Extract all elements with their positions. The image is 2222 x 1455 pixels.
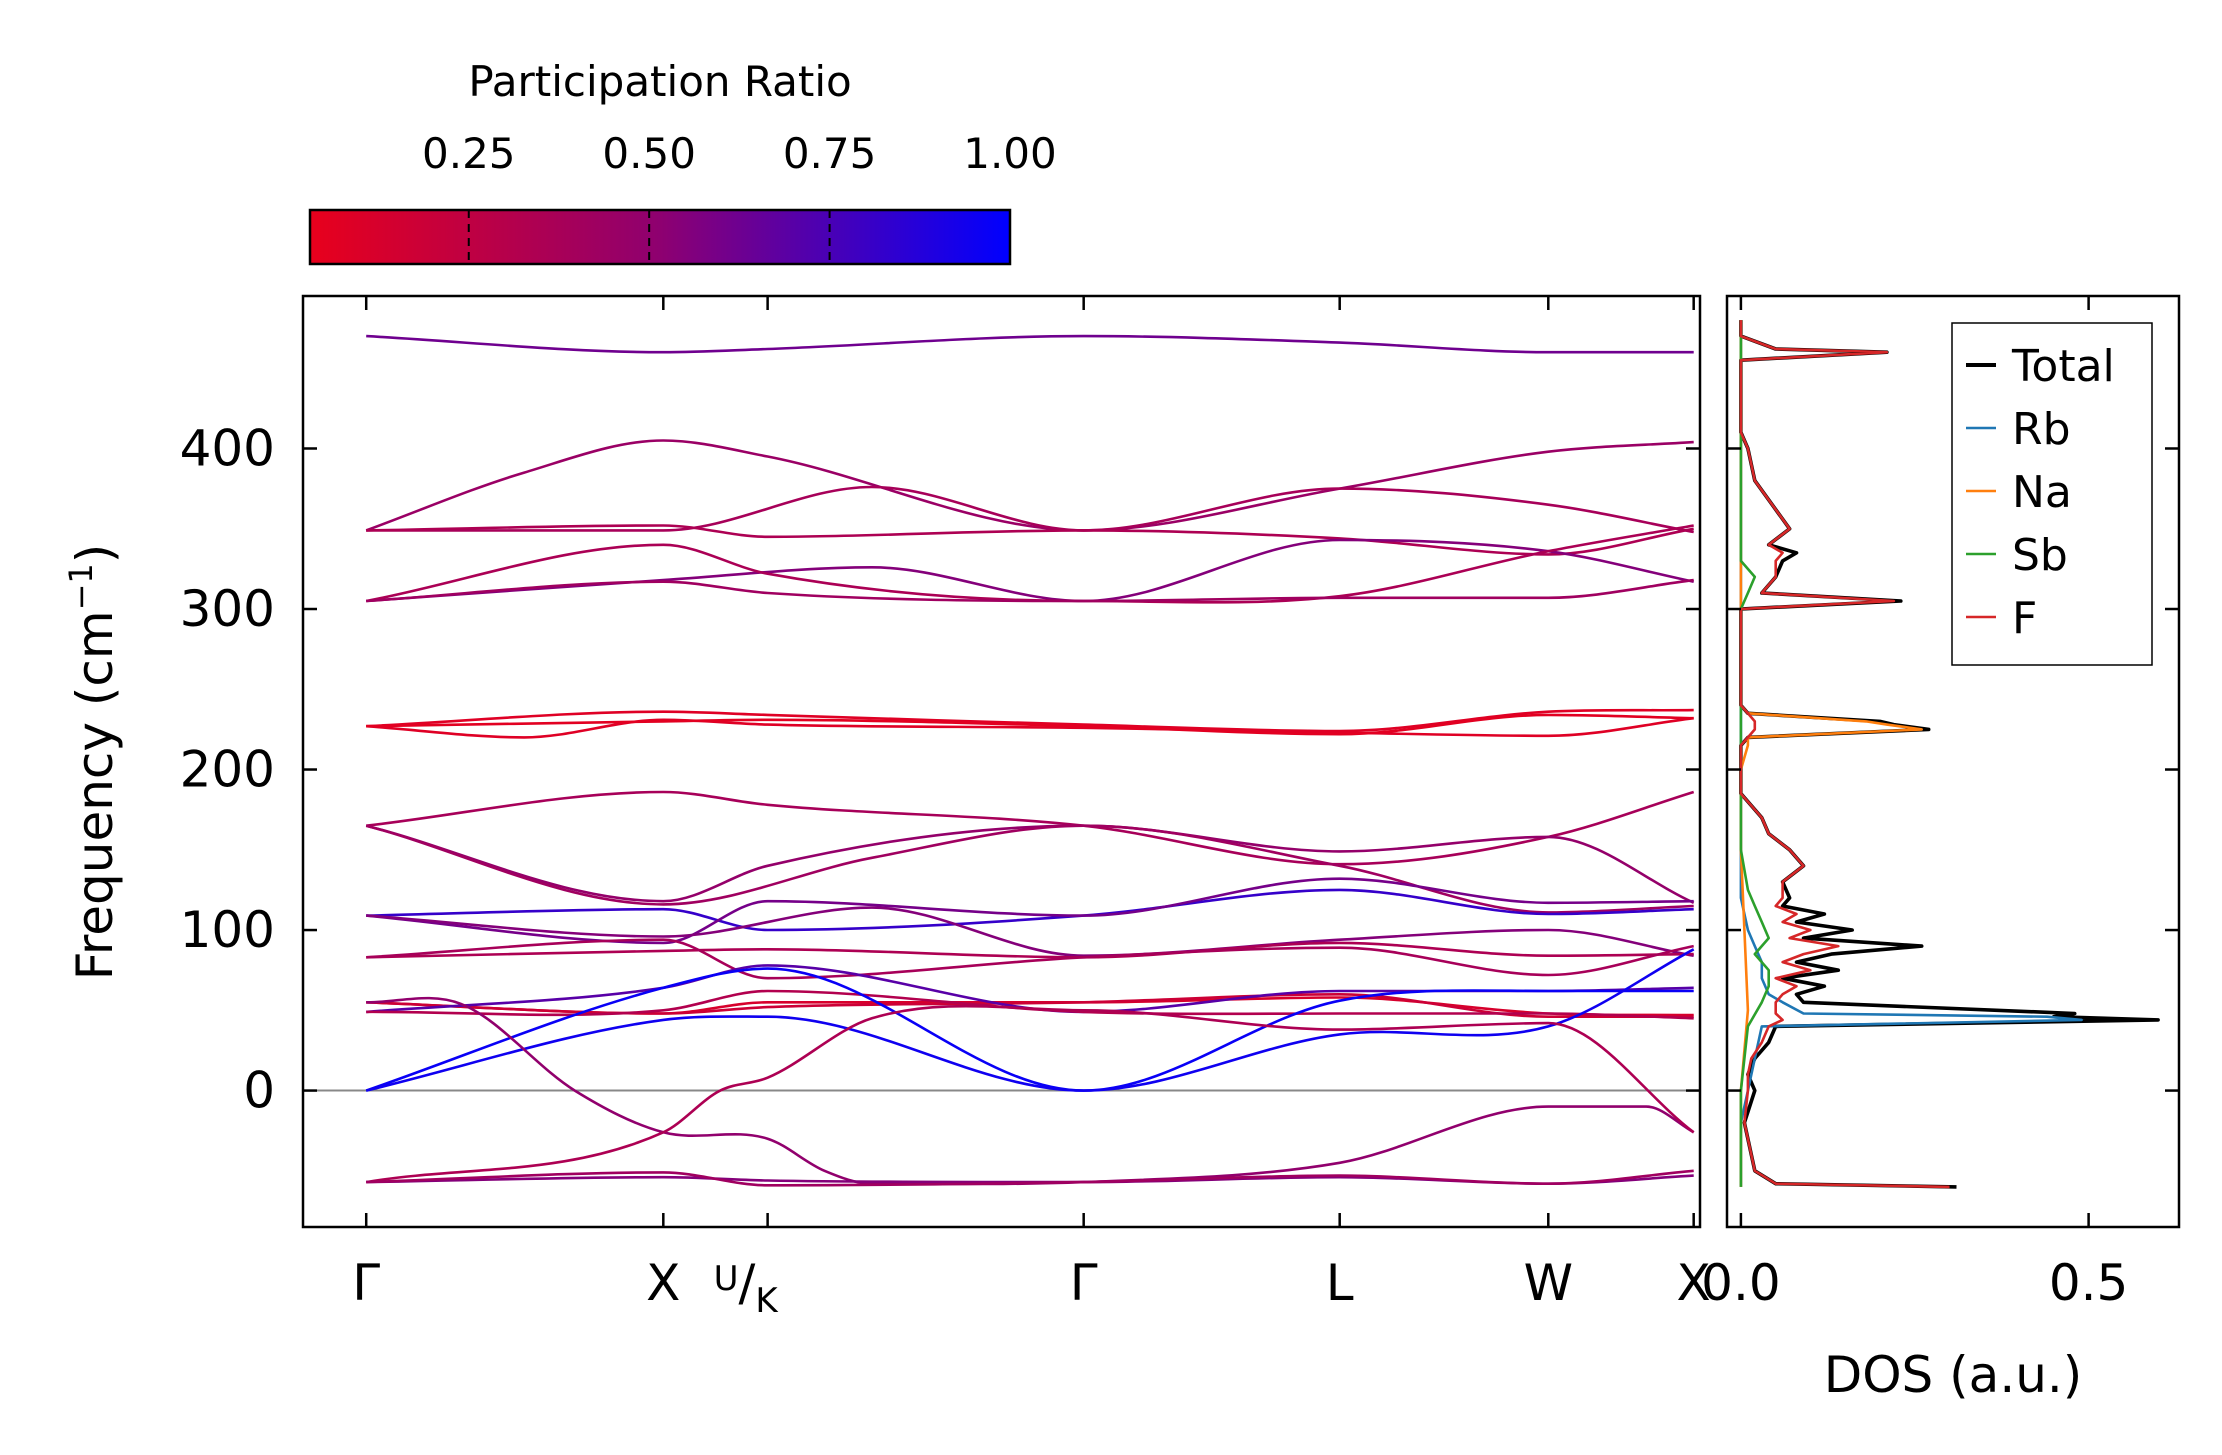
band-line-b10: [366, 713, 1694, 736]
dos-xtick-label: 0.0: [1701, 1254, 1781, 1312]
band-line-b21: [366, 964, 1694, 1014]
dos-panel: 0.0 0.5 DOS (a.u.) Total Rb Na Sb F: [1701, 294, 2181, 1404]
band-ytick-label: 0: [243, 1062, 275, 1120]
colorbar: Participation Ratio 0.25 0.50 0.75 1.00: [308, 57, 1057, 266]
band-ytick-label: 200: [180, 741, 275, 799]
band-line-b7: [366, 578, 1694, 603]
kpoint-label: X: [646, 1254, 680, 1312]
kpoint-label: W: [1524, 1254, 1573, 1312]
band-line-b13: [365, 824, 1694, 914]
band-line-b23: [365, 967, 1694, 1092]
dos-xtick-label: 0.5: [2049, 1254, 2129, 1312]
colorbar-title: Participation Ratio: [468, 57, 851, 106]
kpoint-label: Γ: [352, 1254, 380, 1312]
band-line-b14: [366, 888, 1694, 932]
colorbar-tick-label: 0.25: [422, 129, 516, 178]
band-line-b9: [366, 716, 1694, 739]
legend-frame: [1951, 322, 2153, 666]
dos-curves: [1739, 320, 2160, 1189]
band-ytick-label: 300: [180, 580, 275, 638]
band-lines: [365, 334, 1695, 1187]
band-ytick-label: 100: [180, 901, 275, 959]
band-line-b6: [365, 524, 1694, 604]
band-line-b28: [366, 1169, 1694, 1187]
band-panel: 0 100 200 300 400 Γ X U/K Γ L W X Frequency (cm−1): [62, 294, 1711, 1321]
colorbar-tick-label: 1.00: [963, 129, 1057, 178]
dos-curve-sb: [1739, 320, 1770, 1187]
legend-label-na: Na: [2012, 467, 2072, 518]
band-line-b17: [366, 941, 1694, 959]
band-line-b18: [366, 938, 1694, 980]
legend-label-rb: Rb: [2012, 404, 2071, 455]
band-ytick-label: 400: [180, 419, 275, 477]
kpoint-label: U/K: [714, 1254, 780, 1321]
band-line-b24: [365, 948, 1695, 1092]
colorbar-tick-label: 0.50: [602, 129, 696, 178]
band-line-b5: [366, 538, 1694, 603]
legend-label-f: F: [2012, 593, 2037, 644]
legend-label-total: Total: [2011, 341, 2115, 392]
band-line-b26: [365, 1004, 1695, 1184]
band-line-b22: [366, 989, 1694, 1020]
band-line-b2: [365, 439, 1694, 532]
kpoint-label: Γ: [1070, 1254, 1098, 1312]
dos-panel-frame: [1725, 294, 2181, 1229]
dos-curve-na: [1739, 320, 1923, 1187]
dos-legend: Total Rb Na Sb F: [1951, 322, 2153, 666]
band-line-b1: [366, 334, 1694, 354]
dos-x-axis-label: DOS (a.u.): [1824, 1346, 2083, 1404]
dos-curve-f: [1739, 320, 1950, 1189]
band-line-b8: [366, 708, 1694, 733]
y-axis-label: Frequency (cm−1): [62, 544, 124, 981]
kpoint-label: L: [1326, 1254, 1354, 1312]
band-line-b15: [366, 877, 1694, 945]
colorbar-tick-label: 0.75: [783, 129, 877, 178]
band-panel-frame: [301, 294, 1702, 1229]
colorbar-gradient: [308, 208, 1012, 266]
band-line-b16: [366, 906, 1694, 957]
kpoint-label: X: [1677, 1254, 1711, 1312]
legend-label-sb: Sb: [2012, 530, 2068, 581]
